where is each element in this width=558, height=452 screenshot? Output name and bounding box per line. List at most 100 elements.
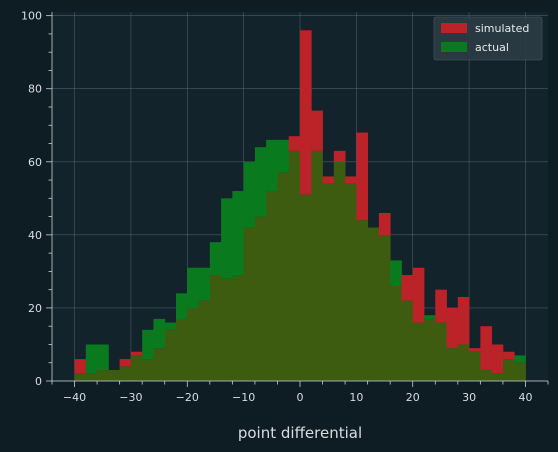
bar-overlap [232, 275, 245, 381]
bar-simulated [288, 136, 301, 151]
histogram-bars [74, 30, 526, 381]
bar-overlap [446, 348, 459, 381]
bar-overlap [491, 373, 504, 381]
bar-overlap [435, 322, 447, 381]
legend-label-simulated: simulated [475, 22, 529, 35]
x-tick-label: 20 [406, 391, 420, 404]
bar-overlap [221, 278, 233, 381]
bar-overlap [209, 275, 222, 381]
bar-actual [243, 161, 256, 228]
bar-overlap [108, 370, 121, 381]
bar-overlap [74, 373, 87, 381]
bar-simulated [435, 289, 447, 323]
bar-overlap [424, 318, 436, 381]
bar-overlap [311, 150, 323, 381]
bar-overlap [401, 300, 414, 381]
bar-simulated [74, 359, 87, 374]
bar-actual [198, 267, 211, 301]
bar-actual [187, 267, 199, 308]
bar-overlap [502, 359, 515, 381]
bar-simulated [333, 150, 346, 162]
bar-overlap [254, 216, 267, 381]
y-tick-label: 40 [28, 229, 42, 242]
bar-simulated [457, 296, 470, 345]
bar-overlap [367, 227, 380, 381]
bar-simulated [446, 307, 459, 349]
bar-actual [164, 322, 177, 330]
bar-simulated [378, 212, 391, 235]
bar-overlap [469, 351, 481, 381]
bar-actual [153, 318, 166, 349]
x-tick-label: −30 [119, 391, 142, 404]
bar-actual [221, 198, 233, 279]
bar-overlap [164, 329, 177, 381]
bar-actual [85, 344, 98, 374]
bar-simulated [130, 351, 143, 356]
legend-label-actual: actual [475, 41, 509, 54]
bar-overlap [322, 183, 335, 381]
bar-actual [97, 344, 109, 371]
bar-overlap [412, 322, 425, 381]
bar-actual [266, 139, 278, 192]
bar-overlap [345, 183, 357, 381]
bar-overlap [514, 362, 526, 381]
bar-actual [209, 242, 222, 276]
bar-simulated [469, 348, 481, 352]
bar-overlap [85, 373, 98, 381]
bar-overlap [130, 355, 143, 381]
bar-overlap [356, 220, 369, 381]
y-tick-label: 80 [28, 83, 42, 96]
axes: −40 −30 −20 −10 0 10 20 30 40 0 20 40 60 80 100 [21, 10, 549, 404]
legend-swatch-simulated [441, 23, 467, 33]
bar-overlap [300, 194, 312, 381]
y-tick-label: 20 [28, 302, 42, 315]
bar-simulated [502, 351, 515, 360]
bar-overlap [198, 300, 211, 381]
bar-overlap [333, 161, 346, 381]
bar-actual [254, 147, 267, 217]
bar-actual [390, 260, 402, 287]
bar-simulated [345, 176, 357, 184]
bar-simulated [300, 30, 312, 195]
bar-overlap [119, 366, 132, 381]
y-tick-label: 60 [28, 156, 42, 169]
bar-simulated [480, 326, 493, 371]
bar-overlap [153, 348, 166, 381]
bar-overlap [187, 307, 199, 381]
legend: simulated actual [433, 16, 543, 61]
bar-actual [514, 355, 526, 363]
x-tick-label: 0 [297, 391, 304, 404]
bar-overlap [277, 172, 290, 381]
x-tick-label: 10 [349, 391, 363, 404]
x-tick-label: 40 [518, 391, 532, 404]
x-tick-label: −40 [63, 391, 86, 404]
bar-overlap [97, 370, 109, 381]
bar-overlap [243, 227, 256, 381]
bar-overlap [390, 286, 402, 381]
x-tick-label: 30 [462, 391, 476, 404]
bar-simulated [356, 132, 369, 221]
bar-simulated [491, 344, 504, 374]
y-tick-label: 100 [21, 10, 42, 23]
bar-simulated [412, 267, 425, 323]
bar-actual [232, 191, 245, 276]
bar-actual [176, 293, 188, 319]
bar-overlap [266, 191, 278, 381]
bar-overlap [176, 318, 188, 381]
bar-simulated [322, 176, 335, 184]
x-axis-title: point differential [238, 424, 362, 442]
bar-overlap [142, 359, 154, 381]
bar-actual [277, 139, 290, 173]
y-tick-label: 0 [35, 375, 42, 388]
bar-overlap [480, 370, 493, 381]
bar-simulated [119, 359, 132, 367]
legend-swatch-actual [441, 42, 467, 52]
bar-overlap [457, 344, 470, 381]
bar-actual [142, 329, 154, 360]
bar-overlap [288, 150, 301, 381]
bar-actual [424, 315, 436, 319]
bar-simulated [311, 110, 323, 151]
bar-overlap [378, 234, 391, 381]
x-tick-label: −20 [176, 391, 199, 404]
